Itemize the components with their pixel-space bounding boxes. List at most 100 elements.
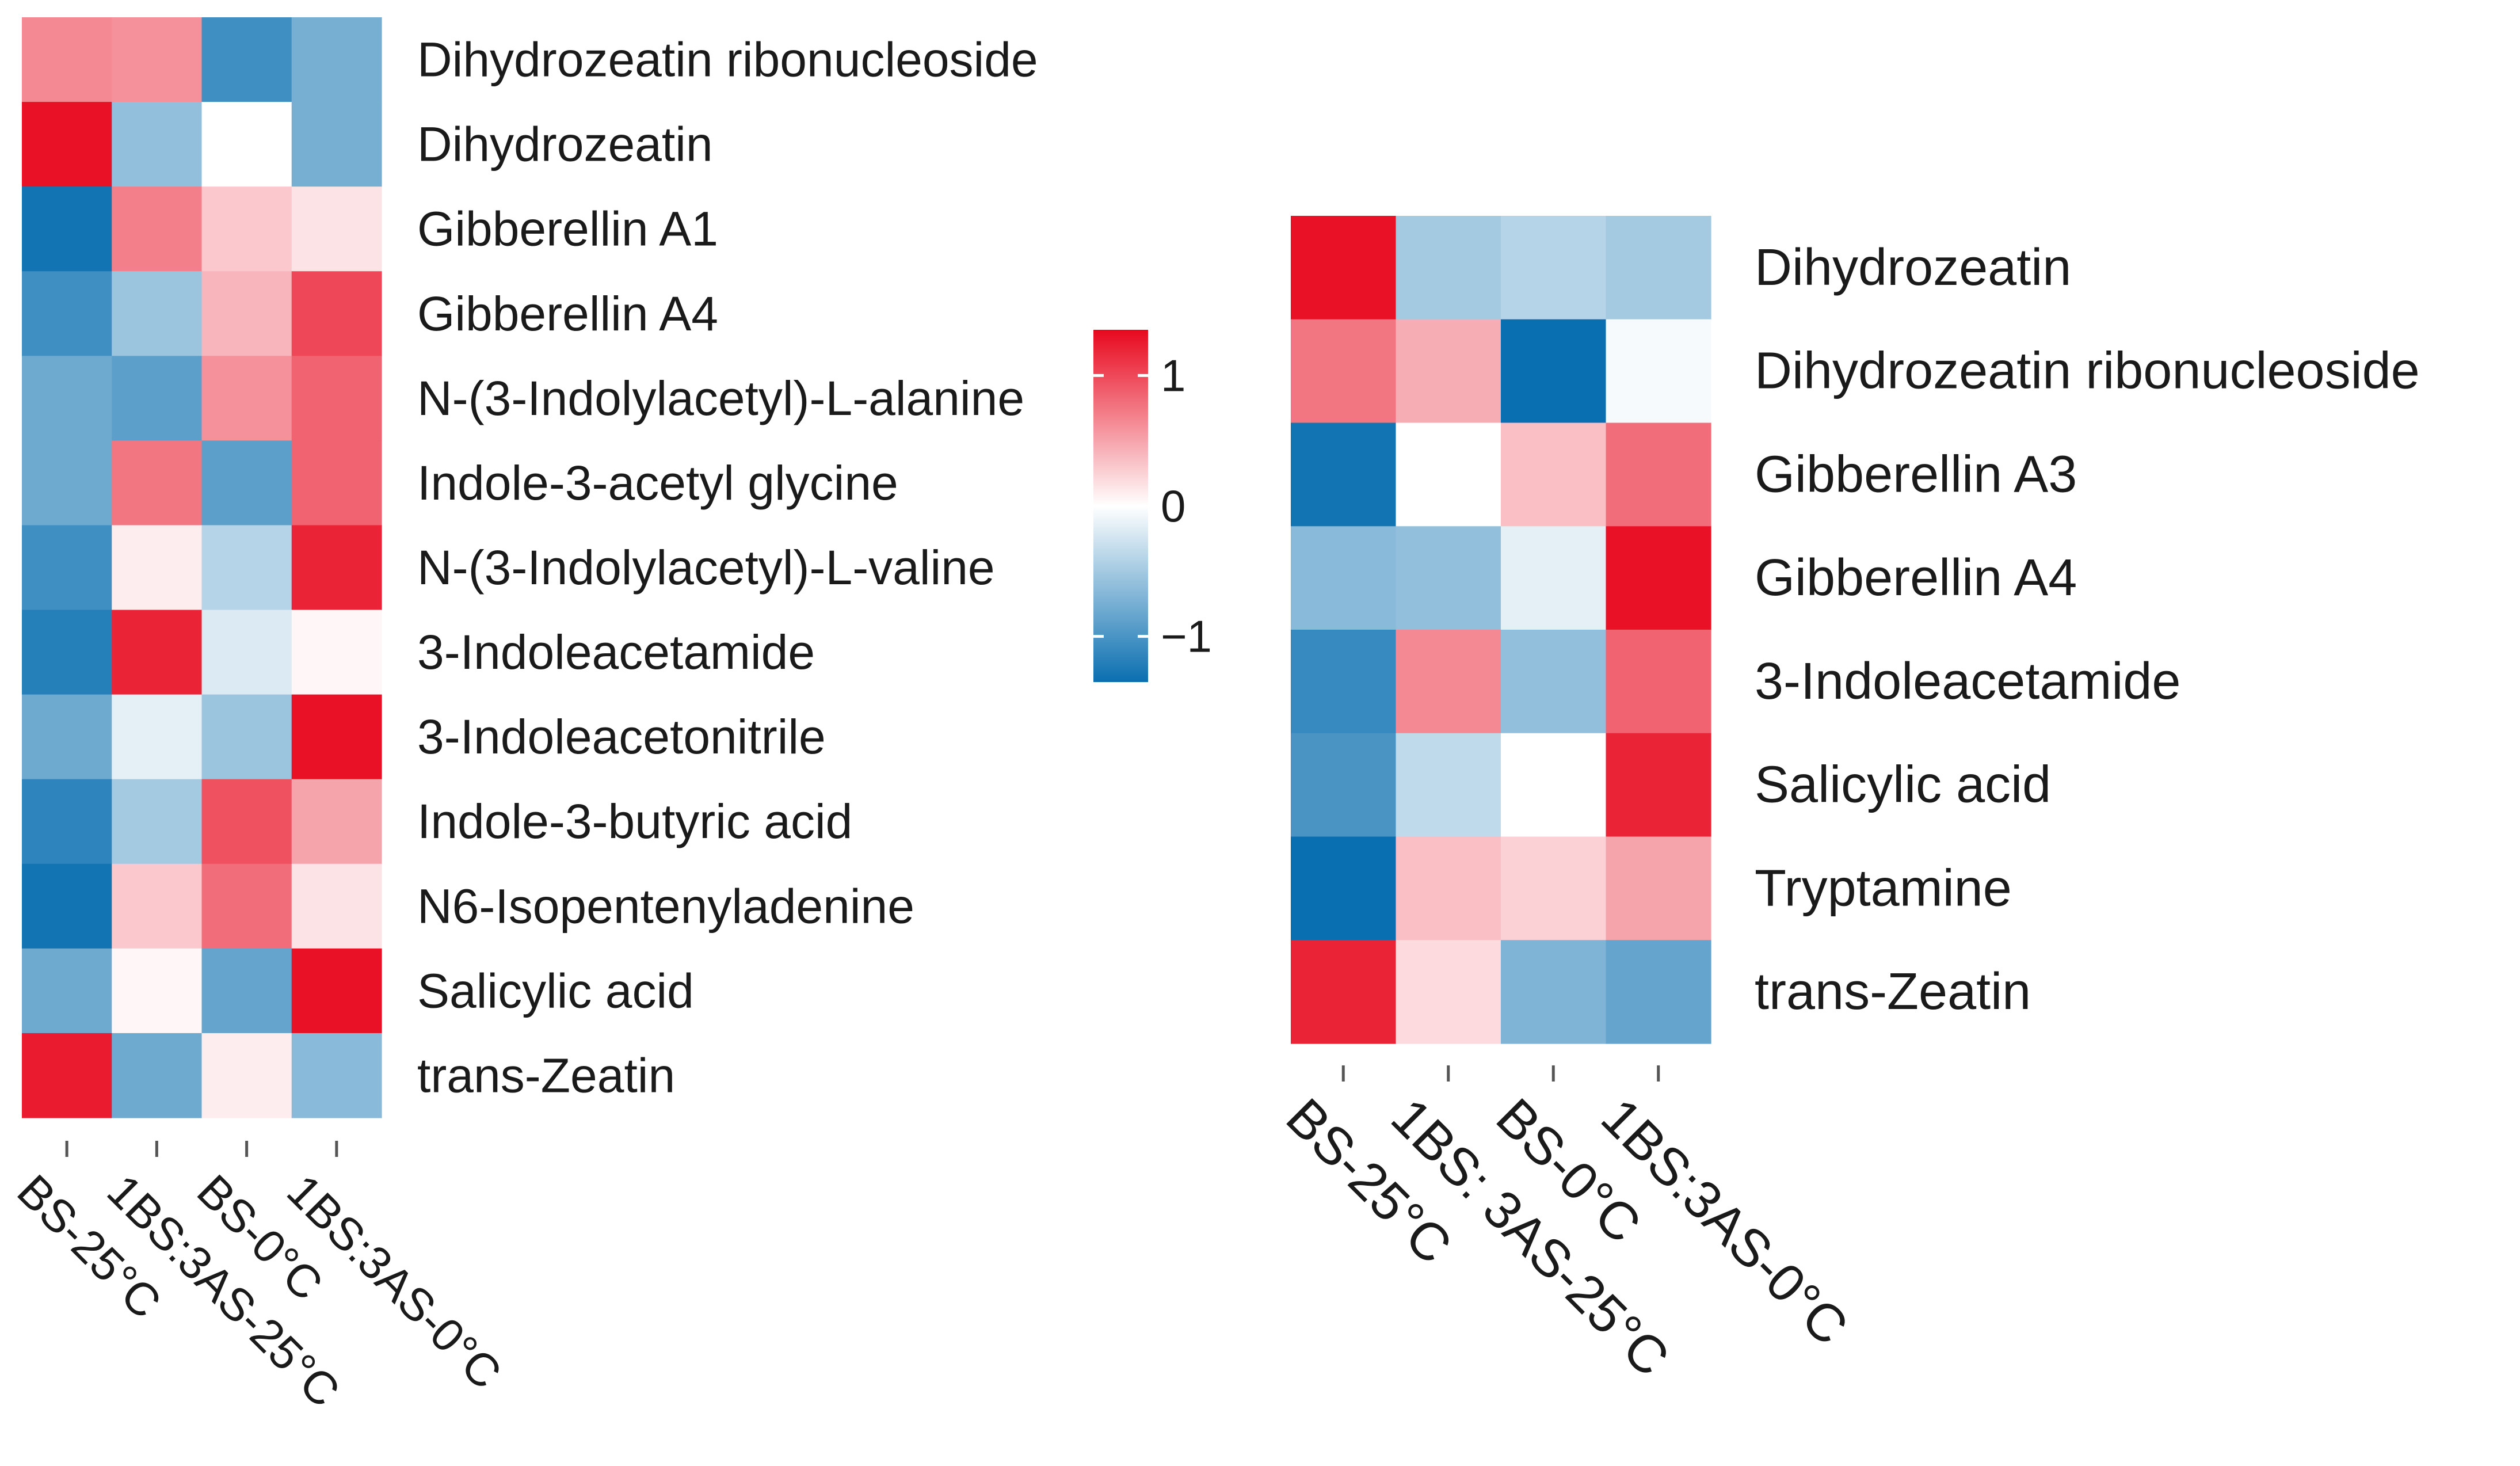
right-cell-gibberellin-a4-col4	[1606, 526, 1711, 630]
legend-tick-label: 0	[1161, 481, 1185, 531]
right-cell-gibberellin-a4-col1	[1291, 526, 1397, 630]
left-row-label-3-indoleacetonitrile: 3-Indoleacetonitrile	[417, 710, 826, 764]
right-cell-3-indoleacetamide-col1	[1291, 630, 1397, 734]
color-scale-legend: 1 0 −1	[1093, 330, 1212, 682]
left-row-label-n-3-indolylacetyl-l-alanine: N-(3-Indolylacetyl)-L-alanine	[417, 371, 1024, 425]
left-cell-indole-3-acetyl-glycine-col2	[112, 440, 203, 526]
left-cell-salicylic-acid-col2	[112, 948, 203, 1034]
left-row-label-indole-3-acetyl-glycine: Indole-3-acetyl glycine	[417, 456, 898, 510]
left-cell-gibberellin-a1-col3	[201, 186, 292, 272]
left-cell-3-indoleacetamide-col1	[22, 610, 112, 695]
right-cell-trans-zeatin-col4	[1606, 940, 1711, 1044]
left-cell-dihydrozeatin-ribonucleoside-col3	[201, 17, 292, 102]
right-cell-dihydrozeatin-ribonucleoside-col3	[1501, 319, 1607, 424]
left-row-label-gibberellin-a1: Gibberellin A1	[417, 202, 718, 256]
left-cell-indole-3-acetyl-glycine-col3	[201, 440, 292, 526]
right-cell-gibberellin-a3-col2	[1396, 422, 1501, 527]
right-cell-dihydrozeatin-col1	[1291, 216, 1397, 320]
right-cell-salicylic-acid-col3	[1501, 733, 1607, 837]
left-cell-3-indoleacetonitrile-col1	[22, 694, 112, 780]
left-cell-dihydrozeatin-col4	[291, 102, 382, 187]
right-cell-gibberellin-a4-col3	[1501, 526, 1607, 630]
left-cell-n-3-indolylacetyl-l-alanine-col2	[112, 356, 203, 441]
left-cell-n-3-indolylacetyl-l-valine-col4	[291, 525, 382, 611]
left-row-label-salicylic-acid: Salicylic acid	[417, 964, 694, 1018]
left-cell-salicylic-acid-col3	[201, 948, 292, 1034]
left-cell-indole-3-acetyl-glycine-col4	[291, 440, 382, 526]
left-cell-gibberellin-a1-col4	[291, 186, 382, 272]
left-cell-n6-isopentenyladenine-col3	[201, 863, 292, 949]
right-cell-salicylic-acid-col2	[1396, 733, 1501, 837]
left-cell-dihydrozeatin-ribonucleoside-col4	[291, 17, 382, 102]
left-cell-salicylic-acid-col4	[291, 948, 382, 1034]
right-cell-gibberellin-a4-col2	[1396, 526, 1501, 630]
right-cell-tryptamine-col2	[1396, 836, 1501, 940]
left-cell-gibberellin-a4-col2	[112, 271, 203, 356]
right-cell-dihydrozeatin-ribonucleoside-col2	[1396, 319, 1501, 424]
left-cell-trans-zeatin-col3	[201, 1033, 292, 1118]
left-cell-3-indoleacetamide-col3	[201, 610, 292, 695]
left-cell-dihydrozeatin-ribonucleoside-col1	[22, 17, 112, 102]
right-cell-trans-zeatin-col2	[1396, 940, 1501, 1044]
left-cell-3-indoleacetonitrile-col3	[201, 694, 292, 780]
right-cell-trans-zeatin-col3	[1501, 940, 1607, 1044]
right-heatmap: Dihydrozeatin Dihydrozeatin ribonucleosid…	[1275, 216, 2420, 1388]
right-cell-tryptamine-col3	[1501, 836, 1607, 940]
right-row-label-salicylic-acid: Salicylic acid	[1755, 756, 2051, 814]
left-cell-3-indoleacetonitrile-col2	[112, 694, 203, 780]
left-row-label-dihydrozeatin: Dihydrozeatin	[417, 117, 713, 172]
right-cell-tryptamine-col1	[1291, 836, 1397, 940]
right-cell-3-indoleacetamide-col2	[1396, 630, 1501, 734]
left-cell-dihydrozeatin-col3	[201, 102, 292, 187]
right-row-label-gibberellin-a4: Gibberellin A4	[1755, 549, 2077, 607]
left-cell-gibberellin-a1-col2	[112, 186, 203, 272]
left-cell-n-3-indolylacetyl-l-alanine-col4	[291, 356, 382, 441]
right-row-label-3-indoleacetamide: 3-Indoleacetamide	[1755, 653, 2180, 710]
right-cell-3-indoleacetamide-col3	[1501, 630, 1607, 734]
left-row-label-gibberellin-a4: Gibberellin A4	[417, 287, 718, 341]
right-row-label-dihydrozeatin: Dihydrozeatin	[1755, 239, 2071, 296]
right-row-label-gibberellin-a3: Gibberellin A3	[1755, 445, 2077, 503]
left-row-label-trans-zeatin: trans-Zeatin	[417, 1048, 675, 1102]
left-cell-n6-isopentenyladenine-col1	[22, 863, 112, 949]
right-cell-tryptamine-col4	[1606, 836, 1711, 940]
right-cell-dihydrozeatin-col3	[1501, 216, 1607, 320]
left-cell-indole-3-butyric-acid-col3	[201, 779, 292, 865]
legend-tick-label: 1	[1161, 350, 1185, 401]
left-cell-n6-isopentenyladenine-col4	[291, 863, 382, 949]
left-cell-indole-3-butyric-acid-col4	[291, 779, 382, 865]
left-cell-gibberellin-a4-col1	[22, 271, 112, 356]
left-cell-3-indoleacetamide-col4	[291, 610, 382, 695]
left-row-label-3-indoleacetamide: 3-Indoleacetamide	[417, 625, 815, 679]
right-cell-dihydrozeatin-col2	[1396, 216, 1501, 320]
left-cell-salicylic-acid-col1	[22, 948, 112, 1034]
left-cell-gibberellin-a4-col4	[291, 271, 382, 356]
right-cell-gibberellin-a3-col4	[1606, 422, 1711, 527]
right-cell-gibberellin-a3-col3	[1501, 422, 1607, 527]
right-cell-dihydrozeatin-col4	[1606, 216, 1711, 320]
right-row-label-trans-zeatin: trans-Zeatin	[1755, 963, 2031, 1021]
right-cell-gibberellin-a3-col1	[1291, 422, 1397, 527]
left-cell-dihydrozeatin-col2	[112, 102, 203, 187]
left-cell-indole-3-acetyl-glycine-col1	[22, 440, 112, 526]
left-row-label-n6-isopentenyladenine: N6-Isopentenyladenine	[417, 879, 914, 933]
left-cell-3-indoleacetamide-col2	[112, 610, 203, 695]
left-cell-dihydrozeatin-ribonucleoside-col2	[112, 17, 203, 102]
left-cell-n-3-indolylacetyl-l-alanine-col1	[22, 356, 112, 441]
legend-tick-label: −1	[1161, 611, 1212, 662]
left-cell-3-indoleacetonitrile-col4	[291, 694, 382, 780]
left-row-label-indole-3-butyric-acid: Indole-3-butyric acid	[417, 794, 852, 848]
left-cell-trans-zeatin-col2	[112, 1033, 203, 1118]
left-cell-indole-3-butyric-acid-col1	[22, 779, 112, 865]
left-cell-gibberellin-a1-col1	[22, 186, 112, 272]
left-cell-n6-isopentenyladenine-col2	[112, 863, 203, 949]
right-cell-3-indoleacetamide-col4	[1606, 630, 1711, 734]
left-cell-n-3-indolylacetyl-l-valine-col3	[201, 525, 292, 611]
left-row-label-n-3-indolylacetyl-l-valine: N-(3-Indolylacetyl)-L-valine	[417, 540, 995, 595]
left-cell-gibberellin-a4-col3	[201, 271, 292, 356]
left-cell-n-3-indolylacetyl-l-valine-col1	[22, 525, 112, 611]
right-cell-trans-zeatin-col1	[1291, 940, 1397, 1044]
right-cell-salicylic-acid-col4	[1606, 733, 1711, 837]
left-cell-dihydrozeatin-col1	[22, 102, 112, 187]
